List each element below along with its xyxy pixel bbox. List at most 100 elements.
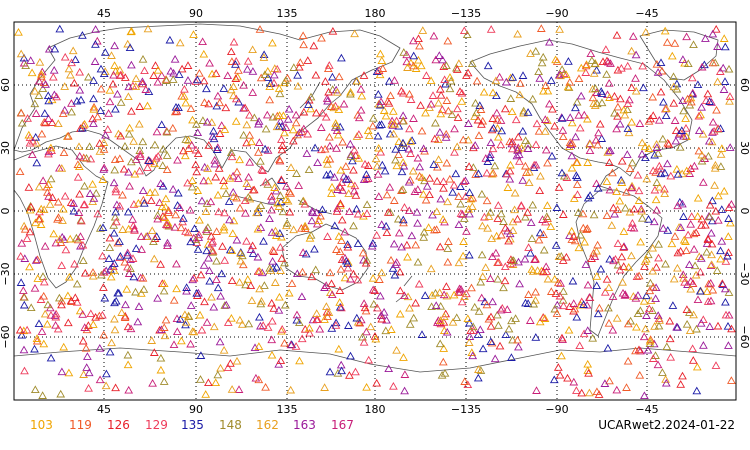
station-triangle-icon	[390, 76, 399, 84]
station-triangle-icon	[407, 136, 417, 144]
station-triangle-icon	[467, 202, 477, 210]
station-triangle-icon	[317, 33, 326, 42]
station-triangle-icon	[158, 161, 168, 169]
station-triangle-icon	[131, 74, 141, 83]
station-triangle-icon	[101, 381, 111, 390]
station-triangle-icon	[232, 356, 242, 365]
station-triangle-icon	[270, 278, 280, 286]
station-triangle-icon	[471, 98, 480, 107]
station-triangle-icon	[703, 297, 713, 305]
station-triangle-icon	[201, 390, 211, 398]
station-triangle-icon	[343, 240, 352, 248]
station-triangle-icon	[63, 291, 73, 300]
station-triangle-icon	[99, 330, 109, 339]
station-triangle-icon	[362, 382, 371, 391]
station-triangle-icon	[111, 383, 120, 392]
station-triangle-icon	[278, 207, 288, 216]
station-triangle-icon	[723, 251, 732, 260]
station-triangle-icon	[275, 155, 284, 164]
station-triangle-icon	[267, 316, 277, 325]
station-triangle-icon	[535, 228, 545, 237]
station-triangle-icon	[276, 175, 286, 184]
station-triangle-icon	[48, 193, 57, 201]
station-triangle-icon	[402, 50, 412, 59]
station-triangle-icon	[441, 129, 451, 138]
station-triangle-icon	[693, 193, 703, 202]
station-triangle-icon	[673, 201, 683, 210]
station-triangle-icon	[353, 275, 363, 284]
station-triangle-icon	[574, 110, 584, 119]
station-triangle-icon	[115, 201, 125, 210]
station-triangle-icon	[652, 205, 662, 214]
station-triangle-icon	[576, 300, 586, 309]
station-triangle-icon	[475, 325, 485, 334]
station-triangle-icon	[615, 119, 625, 128]
station-triangle-icon	[185, 205, 195, 214]
station-triangle-icon	[115, 237, 124, 245]
station-triangle-icon	[637, 149, 647, 158]
station-triangle-icon	[707, 137, 717, 146]
station-triangle-icon	[583, 366, 593, 374]
station-triangle-icon	[486, 321, 496, 330]
station-triangle-icon	[622, 383, 631, 391]
station-triangle-icon	[14, 27, 23, 36]
station-triangle-icon	[188, 115, 197, 124]
station-triangle-icon	[307, 206, 317, 215]
station-triangle-icon	[533, 266, 542, 274]
station-triangle-icon	[109, 70, 118, 79]
station-triangle-icon	[602, 177, 612, 185]
station-triangle-icon	[127, 106, 136, 115]
station-triangle-icon	[492, 310, 502, 319]
station-triangle-icon	[440, 75, 449, 84]
station-triangle-icon	[377, 160, 387, 169]
station-triangle-icon	[254, 119, 263, 128]
station-triangle-icon	[395, 267, 405, 276]
station-triangle-icon	[193, 149, 203, 158]
station-triangle-icon	[593, 183, 603, 192]
station-triangle-icon	[253, 267, 263, 275]
station-triangle-icon	[602, 211, 612, 220]
station-triangle-icon	[662, 104, 671, 112]
station-triangle-icon	[348, 156, 357, 165]
station-triangle-icon	[576, 230, 585, 239]
right-latitude-labels: 60 30 0 −30 −60	[738, 78, 750, 349]
station-triangle-icon	[219, 222, 229, 231]
station-triangle-icon	[162, 151, 172, 159]
station-triangle-icon	[237, 251, 247, 260]
station-triangle-icon	[698, 315, 708, 324]
station-triangle-icon	[202, 117, 212, 126]
lat-label-left: −60	[0, 325, 12, 348]
lon-label-bottom: −45	[635, 403, 658, 416]
station-triangle-icon	[604, 303, 613, 312]
station-triangle-icon	[113, 238, 123, 247]
station-triangle-icon	[535, 186, 545, 195]
station-triangle-icon	[532, 386, 541, 394]
station-triangle-icon	[261, 382, 270, 391]
station-triangle-icon	[653, 149, 663, 157]
station-triangle-icon	[243, 56, 253, 65]
station-triangle-icon	[480, 212, 489, 221]
station-triangle-icon	[243, 64, 252, 73]
station-triangle-icon	[631, 346, 640, 355]
station-triangle-icon	[151, 153, 161, 162]
station-triangle-icon	[63, 131, 73, 140]
station-triangle-icon	[78, 336, 88, 345]
station-triangle-icon	[466, 194, 476, 203]
station-triangle-icon	[268, 256, 277, 265]
station-triangle-icon	[716, 150, 726, 158]
station-triangle-icon	[597, 134, 607, 142]
station-triangle-icon	[535, 74, 545, 82]
station-triangle-icon	[583, 280, 593, 289]
station-triangle-icon	[86, 309, 96, 318]
station-triangle-icon	[202, 84, 211, 93]
station-triangle-icon	[648, 92, 658, 101]
station-triangle-icon	[254, 148, 263, 156]
station-triangle-icon	[340, 227, 350, 236]
station-triangle-icon	[635, 370, 645, 379]
station-triangle-icon	[241, 208, 250, 217]
station-triangle-icon	[681, 114, 690, 122]
station-triangle-icon	[223, 318, 233, 326]
station-triangle-icon	[623, 356, 633, 365]
station-triangle-icon	[257, 296, 266, 305]
station-triangle-icon	[324, 61, 334, 69]
